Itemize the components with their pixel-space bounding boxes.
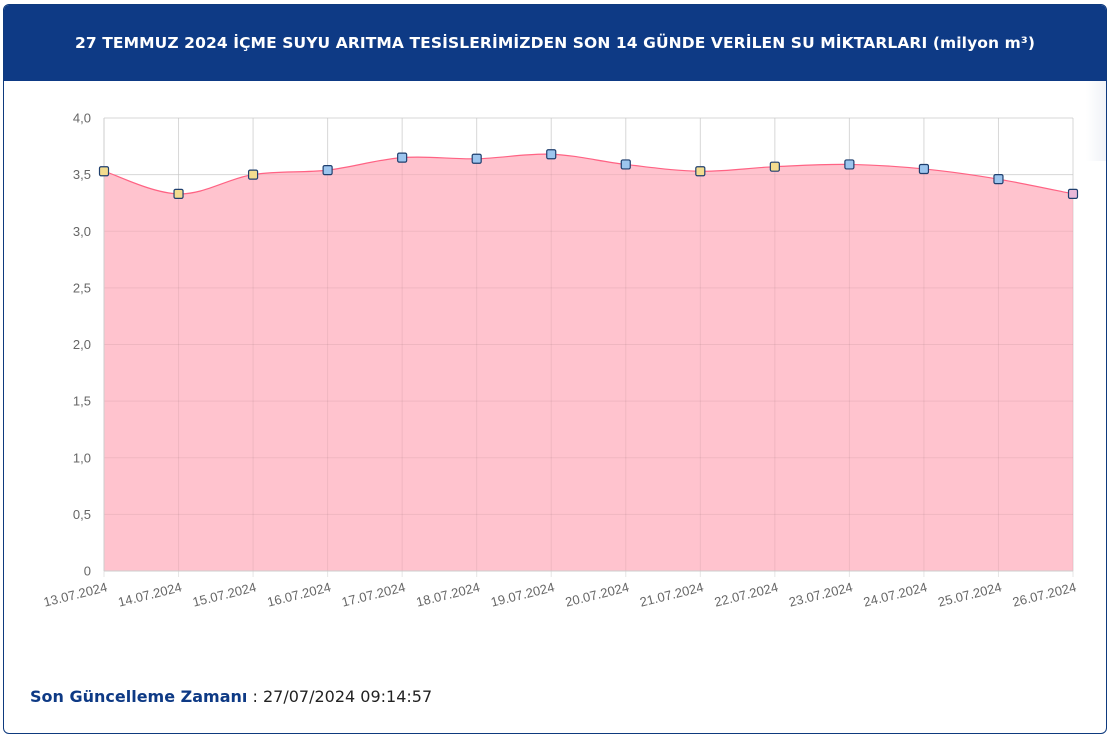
header-shadow — [1086, 81, 1106, 161]
last-updated-label: Son Güncelleme Zamanı — [30, 687, 248, 706]
y-tick-label: 0 — [84, 564, 91, 579]
x-tick-label: 20.07.2024 — [564, 579, 631, 609]
chart-area: 0 0,5 1,0 1,5 2,0 2,5 3,0 3,5 4,0 13.07.2024 14.07… — [4, 81, 1106, 641]
area-fill — [104, 154, 1073, 571]
data-point — [620, 159, 631, 170]
y-tick-label: 2,0 — [73, 337, 91, 352]
last-updated: Son Güncelleme Zamanı : 27/07/2024 09:14… — [30, 687, 432, 706]
data-point — [769, 161, 780, 172]
y-tick-label: 4,0 — [73, 111, 91, 126]
data-point — [546, 149, 557, 160]
x-tick-label: 21.07.2024 — [638, 579, 705, 609]
x-tick-label: 23.07.2024 — [787, 579, 854, 609]
y-tick-label: 0,5 — [73, 507, 91, 522]
data-point — [1067, 188, 1079, 199]
x-tick-label: 16.07.2024 — [266, 579, 333, 609]
x-tick-label: 24.07.2024 — [862, 579, 929, 609]
card-header: 27 TEMMUZ 2024 İÇME SUYU ARITMA TESİSLER… — [4, 5, 1106, 81]
chart-title: 27 TEMMUZ 2024 İÇME SUYU ARITMA TESİSLER… — [74, 34, 1035, 52]
y-tick-label: 3,5 — [73, 167, 91, 182]
data-point — [247, 169, 259, 180]
y-tick-label: 1,0 — [73, 450, 91, 465]
data-point — [98, 166, 110, 177]
data-point — [918, 163, 930, 175]
data-point — [173, 188, 184, 199]
x-tick-label: 14.07.2024 — [116, 579, 183, 609]
data-point — [844, 159, 855, 170]
x-tick-label: 17.07.2024 — [340, 579, 407, 609]
last-updated-value: 27/07/2024 09:14:57 — [262, 687, 433, 706]
y-tick-label: 3,0 — [73, 224, 91, 239]
y-tick-label: 2,5 — [73, 280, 91, 295]
x-tick-label: 15.07.2024 — [191, 579, 258, 609]
series-line — [103, 153, 1074, 195]
x-tick-label: 19.07.2024 — [489, 579, 556, 609]
x-tick-label: 13.07.2024 — [42, 579, 109, 609]
y-tick-label: 1,5 — [73, 394, 91, 409]
data-point — [397, 152, 408, 163]
data-point — [322, 164, 333, 176]
x-tick-label: 26.07.2024 — [1011, 579, 1078, 609]
data-point — [471, 153, 482, 164]
x-tick-label: 18.07.2024 — [415, 579, 482, 609]
x-tick-label: 25.07.2024 — [936, 579, 1003, 609]
data-point — [695, 166, 706, 177]
chart-card: 27 TEMMUZ 2024 İÇME SUYU ARITMA TESİSLER… — [3, 4, 1107, 734]
last-updated-separator: : — [247, 687, 263, 706]
x-tick-label: 22.07.2024 — [713, 579, 780, 609]
data-point — [993, 174, 1004, 185]
area-chart: 0 0,5 1,0 1,5 2,0 2,5 3,0 3,5 4,0 13.07.2024 14.07… — [42, 111, 1079, 610]
